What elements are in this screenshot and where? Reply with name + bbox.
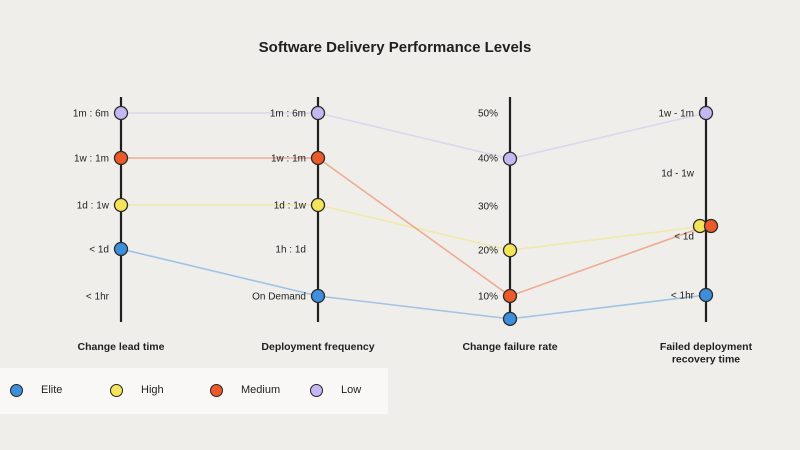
series-lines: [120, 112, 707, 320]
axis-title: Change lead time: [78, 341, 165, 353]
point-high: [310, 197, 326, 213]
tick-label: 20%: [478, 246, 498, 257]
chart-title: Software Delivery Performance Levels: [259, 39, 532, 56]
axis-title: Deployment frequency: [261, 341, 374, 353]
tick-label: 1d : 1w: [77, 201, 110, 212]
tick-label: 10%: [478, 292, 498, 303]
legend-swatch: [310, 383, 323, 397]
legend-swatch: [10, 383, 23, 397]
tick-label: On Demand: [252, 292, 306, 303]
point-elite: [113, 241, 129, 257]
series-line-medium: [121, 157, 707, 297]
legend-panel: [0, 368, 388, 414]
point-high: [502, 243, 518, 258]
tick-label: 1w : 1m: [74, 154, 109, 165]
axis-title: Failed deployment recovery time: [660, 341, 753, 366]
legend-swatch: [110, 383, 123, 397]
tick-label: 1w : 1m: [271, 154, 306, 165]
point-high: [113, 197, 129, 213]
tick-label: 1d - 1w: [661, 169, 695, 180]
legend-item-medium: Medium: [210, 380, 280, 400]
tick-label: < 1hr: [671, 291, 695, 302]
tick-label: < 1d: [674, 232, 694, 243]
legend-label: Low: [341, 384, 362, 396]
point-medium: [502, 288, 518, 304]
legend-item-elite: Elite: [10, 380, 62, 400]
point-low: [113, 105, 129, 121]
axis-title: Change failure rate: [462, 341, 557, 353]
tick-label: 30%: [478, 202, 498, 213]
point-medium: [113, 150, 129, 166]
tick-label: 1m : 6m: [73, 109, 109, 120]
series-line-low: [121, 112, 707, 160]
legend-item-low: Low: [310, 380, 361, 400]
point-elite: [310, 288, 326, 304]
point-elite: [502, 311, 518, 327]
data-points: [113, 105, 719, 327]
series-line-elite: [120, 248, 707, 320]
point-low: [698, 105, 714, 121]
tick-label: 1h : 1d: [275, 245, 306, 256]
legend-label: High: [141, 384, 164, 396]
tick-label: 1w - 1m: [658, 109, 694, 120]
tick-label: < 1hr: [86, 292, 110, 303]
tick-label: 50%: [478, 109, 498, 120]
legend-swatch: [210, 383, 223, 397]
legend-label: Medium: [241, 384, 281, 396]
tick-label: < 1d: [89, 245, 109, 256]
series-line-high: [121, 204, 707, 252]
legend-label: Elite: [41, 384, 63, 396]
point-elite: [698, 287, 714, 303]
point-low: [502, 151, 518, 166]
tick-label: 1d : 1w: [274, 201, 307, 212]
point-low: [310, 105, 326, 121]
point-medium: [310, 150, 326, 166]
axes: 1m : 6m 1w : 1m 1d : 1w < 1d < 1hr Change lea…: [73, 97, 753, 366]
point-medium: [703, 218, 719, 234]
legend-item-high: High: [110, 380, 164, 400]
tick-label: 40%: [478, 154, 498, 165]
tick-label: 1m : 6m: [270, 109, 306, 120]
